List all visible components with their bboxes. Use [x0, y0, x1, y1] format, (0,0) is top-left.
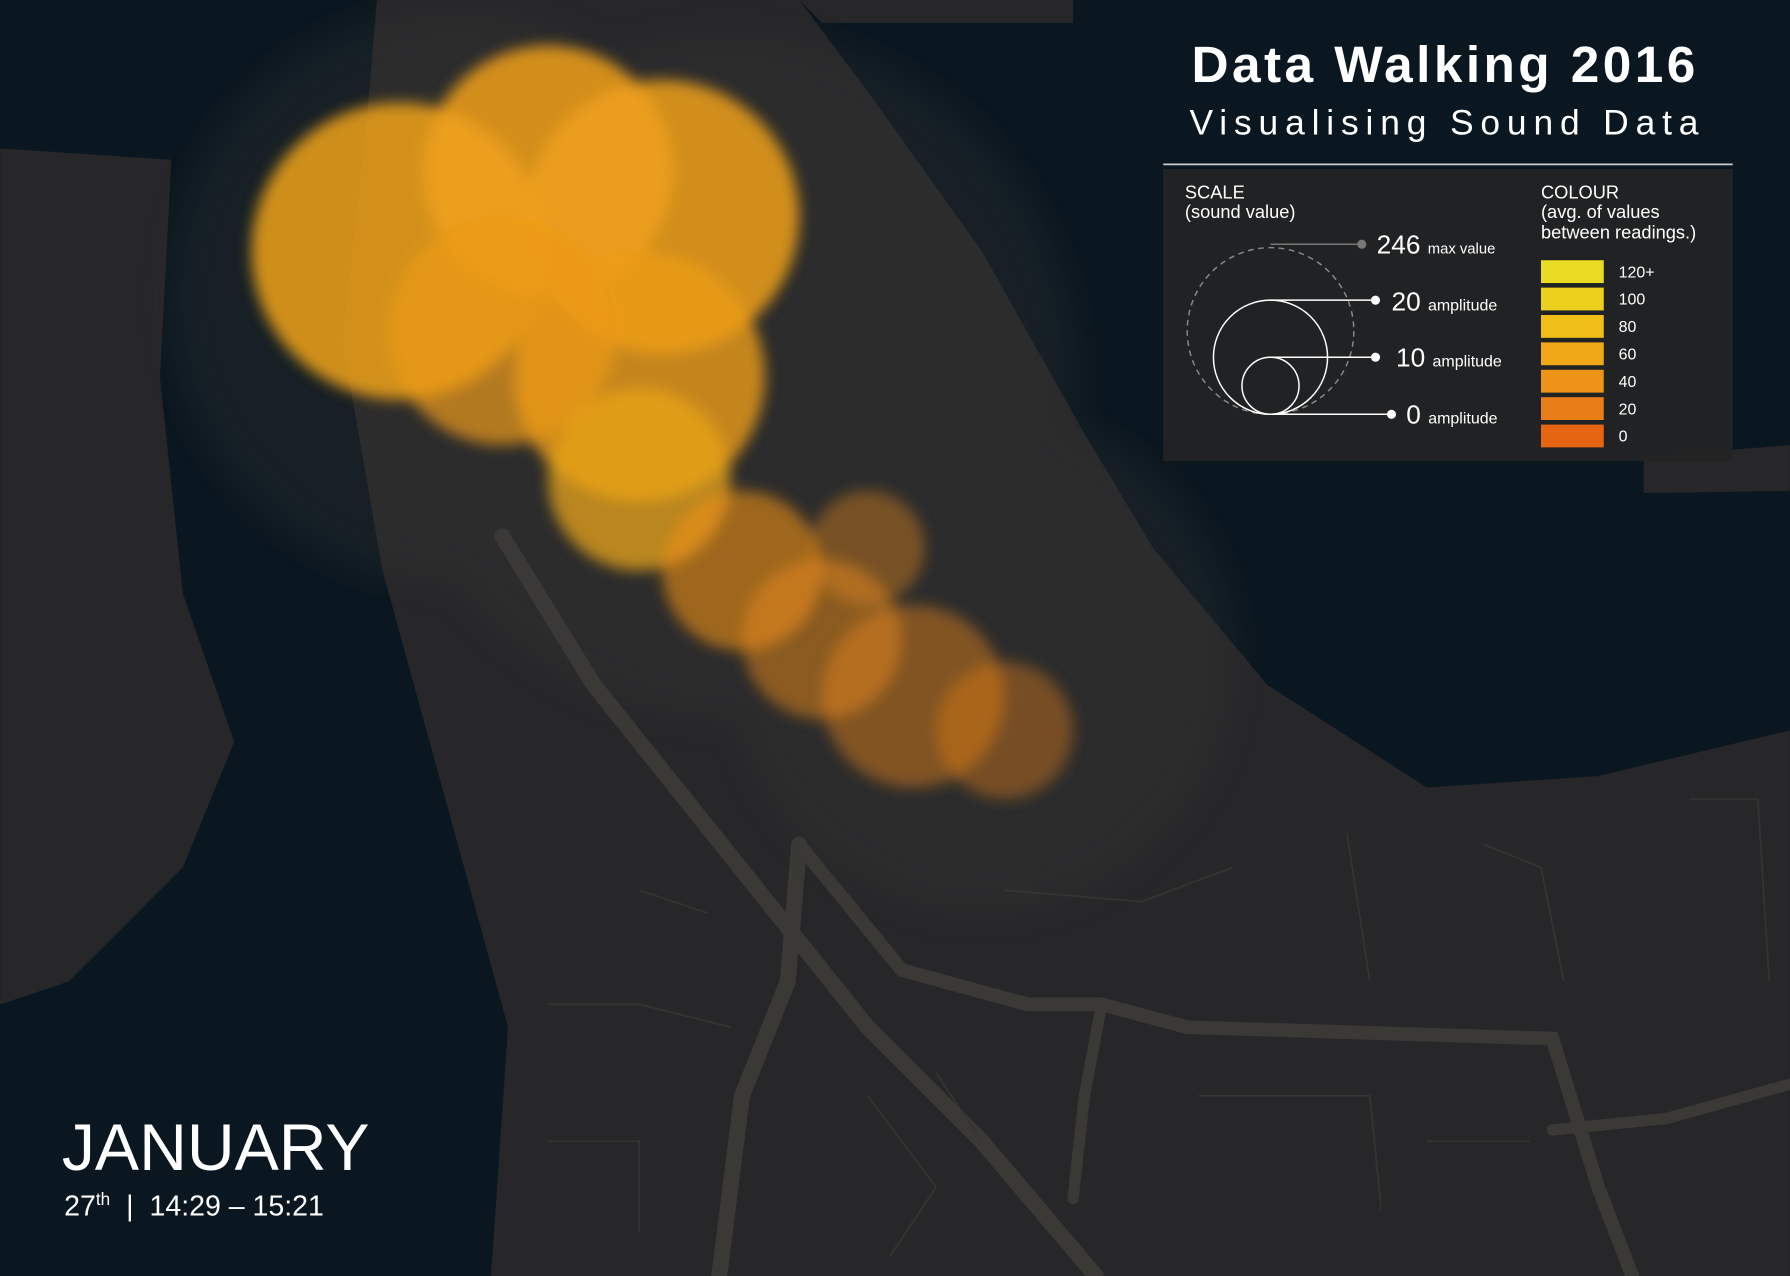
colour-label: 120+ — [1619, 264, 1655, 281]
colour-label: 40 — [1619, 374, 1637, 391]
date-line: 27th | 14:29 – 15:21 — [64, 1190, 324, 1222]
colour-label: 60 — [1619, 347, 1637, 364]
colour-label: 80 — [1619, 319, 1637, 336]
colour-swatch — [1540, 342, 1604, 366]
colour-swatch — [1540, 287, 1604, 311]
sound-blobs — [171, 11, 1233, 914]
scale-item: 0 amplitude — [1406, 399, 1497, 429]
scale-title: SCALE — [1185, 182, 1245, 203]
scale-diagram — [1186, 239, 1397, 419]
colour-label: 100 — [1619, 292, 1646, 309]
colour-subtitle: between readings.) — [1541, 222, 1696, 243]
colour-label: 20 — [1619, 401, 1637, 418]
colour-label: 0 — [1619, 429, 1628, 446]
scale-subtitle: (sound value) — [1185, 201, 1296, 222]
title: Data Walking 2016 — [1192, 36, 1699, 93]
colour-swatch — [1540, 424, 1604, 448]
colour-title: COLOUR — [1541, 182, 1619, 203]
colour-swatch — [1540, 397, 1604, 421]
subtitle: Visualising Sound Data — [1190, 104, 1706, 143]
scale-item: 20 amplitude — [1391, 286, 1497, 316]
colour-legend: 120+ 100 80 60 40 20 0 — [1540, 260, 1655, 448]
colour-swatch — [1540, 369, 1604, 393]
month: JANUARY — [62, 1111, 370, 1185]
colour-swatch — [1540, 315, 1604, 338]
scale-item: 10 amplitude — [1396, 342, 1502, 372]
scale-max: 246 max value — [1377, 229, 1496, 259]
colour-swatch — [1540, 260, 1604, 284]
colour-subtitle: (avg. of values — [1541, 201, 1660, 222]
